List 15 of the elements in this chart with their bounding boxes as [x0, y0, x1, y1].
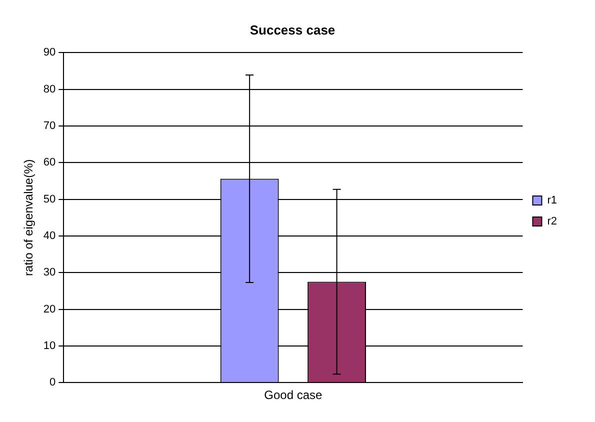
- legend-label: r1: [547, 194, 557, 207]
- y-tick-label: 80: [43, 83, 56, 96]
- x-tick-label: Good case: [264, 388, 323, 402]
- y-tick-label: 90: [43, 46, 56, 59]
- legend-label: r2: [547, 216, 557, 228]
- y-tick-label: 30: [43, 266, 56, 279]
- y-tick-label: 50: [43, 193, 56, 206]
- y-tick-label: 10: [43, 340, 56, 352]
- y-tick-label: 0: [50, 376, 56, 389]
- y-tick-label: 70: [43, 120, 56, 132]
- chart-title: Success case: [250, 22, 336, 38]
- y-tick-label: 20: [43, 303, 56, 316]
- y-tick-label: 40: [43, 230, 56, 242]
- y-tick-label: 60: [43, 156, 56, 169]
- y-axis-title: ratio of eigenvalue(%): [22, 159, 36, 276]
